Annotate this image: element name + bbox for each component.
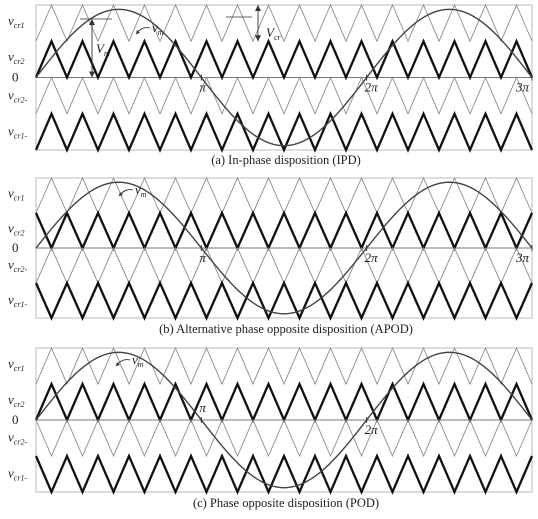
y-label-sub: cr1	[14, 364, 25, 373]
Vm-arrowhead-top	[89, 19, 95, 25]
y-label-cr1-: vcr1-	[8, 292, 27, 309]
y-label-cr2: vcr2	[8, 220, 24, 237]
v-m-arrowhead	[136, 30, 140, 34]
panel-pod: π 2π vcr1 vcr2 0 vcr2- vcr1- vm	[8, 346, 534, 495]
y-label-sub: cr2	[14, 228, 25, 237]
Vcr-arrowhead-top	[255, 5, 261, 11]
carrier-band-3	[35, 418, 533, 458]
y-label-sub: cr1-	[14, 474, 28, 483]
carrier-band-3	[35, 246, 533, 285]
Vcr-label: Vcr	[266, 25, 282, 42]
y-label-cr2-: vcr2-	[8, 257, 27, 274]
y-label-cr1: vcr1	[8, 185, 24, 202]
carrier-band-1	[35, 346, 533, 386]
y-label-zero: 0	[12, 412, 19, 427]
carrier-band-2	[34, 38, 534, 81]
modulating-sine	[35, 8, 533, 147]
pi-label: π	[199, 80, 206, 95]
y-label-cr1: vcr1	[8, 13, 24, 30]
y-label-cr1-: vcr1-	[8, 466, 27, 483]
pi-label: 2π	[365, 250, 379, 265]
y-label-cr2-: vcr2-	[8, 87, 27, 104]
Vm-sub: m	[104, 49, 110, 58]
y-label-sub: cr1	[14, 193, 25, 202]
v-m-sub: m	[141, 190, 147, 199]
carrier-band-3	[35, 76, 533, 115]
modulating-sine	[35, 181, 533, 315]
v-m-sub: m	[158, 28, 164, 37]
panel-caption-ipd: (a) In-phase disposition (IPD)	[211, 153, 361, 167]
y-label-sub: cr2-	[14, 95, 28, 104]
pi-label: π	[199, 400, 206, 415]
panel-caption-apod: (b) Alternative phase opposite dispositi…	[159, 322, 413, 336]
pi-label: 2π	[365, 80, 379, 95]
carrier-band-4	[34, 110, 534, 153]
pi-label: π	[199, 250, 206, 265]
v-m-arrowhead	[116, 362, 120, 366]
pi-label: 2π	[365, 422, 379, 437]
v-m-sub: m	[138, 360, 144, 369]
panel-ipd: π 2π 3π vcr1 vcr2 0 vcr2- vcr1- vm Vm Vcr	[8, 3, 534, 153]
y-label-zero: 0	[12, 70, 19, 85]
y-label-sub: cr2	[14, 57, 25, 66]
v-m-label: vm	[135, 182, 147, 199]
carrier-band-1	[35, 3, 533, 43]
y-label-cr1-: vcr1-	[8, 124, 27, 141]
Vcr-sub: cr	[274, 33, 282, 42]
y-label-zero: 0	[12, 240, 19, 255]
y-label-sub: cr1	[14, 21, 25, 30]
v-m-label: vm	[132, 352, 144, 369]
y-label-sub: cr1-	[14, 132, 28, 141]
y-label-sub: cr2-	[14, 265, 28, 274]
y-label-cr2: vcr2	[8, 49, 24, 66]
y-label-cr1: vcr1	[8, 356, 24, 373]
Vcr-arrowhead-bottom	[255, 35, 261, 42]
y-label-sub: cr2	[14, 400, 25, 409]
v-m-arrowhead	[119, 192, 123, 196]
y-label-sub: cr1-	[14, 300, 28, 309]
panel-caption-pod: (c) Phase opposite disposition (POD)	[193, 496, 379, 510]
panel-apod: π 2π 3π vcr1 vcr2 0 vcr2- vcr1- vm	[8, 176, 534, 321]
carrier-band-2	[34, 381, 534, 423]
carrier-band-4	[34, 453, 534, 495]
carrier-band-4	[34, 280, 534, 321]
pi-label: 3π	[515, 250, 530, 265]
Vm-label: Vm	[96, 41, 110, 58]
y-label-cr2: vcr2	[8, 392, 24, 409]
v-m-label: vm	[152, 20, 164, 37]
carrier-band-2	[34, 210, 534, 251]
y-label-sub: cr2-	[14, 438, 28, 447]
modulating-sine	[35, 351, 533, 489]
pi-label: 3π	[515, 80, 530, 95]
y-label-cr2-: vcr2-	[8, 430, 27, 447]
Vm-arrowhead-bottom	[89, 71, 95, 78]
